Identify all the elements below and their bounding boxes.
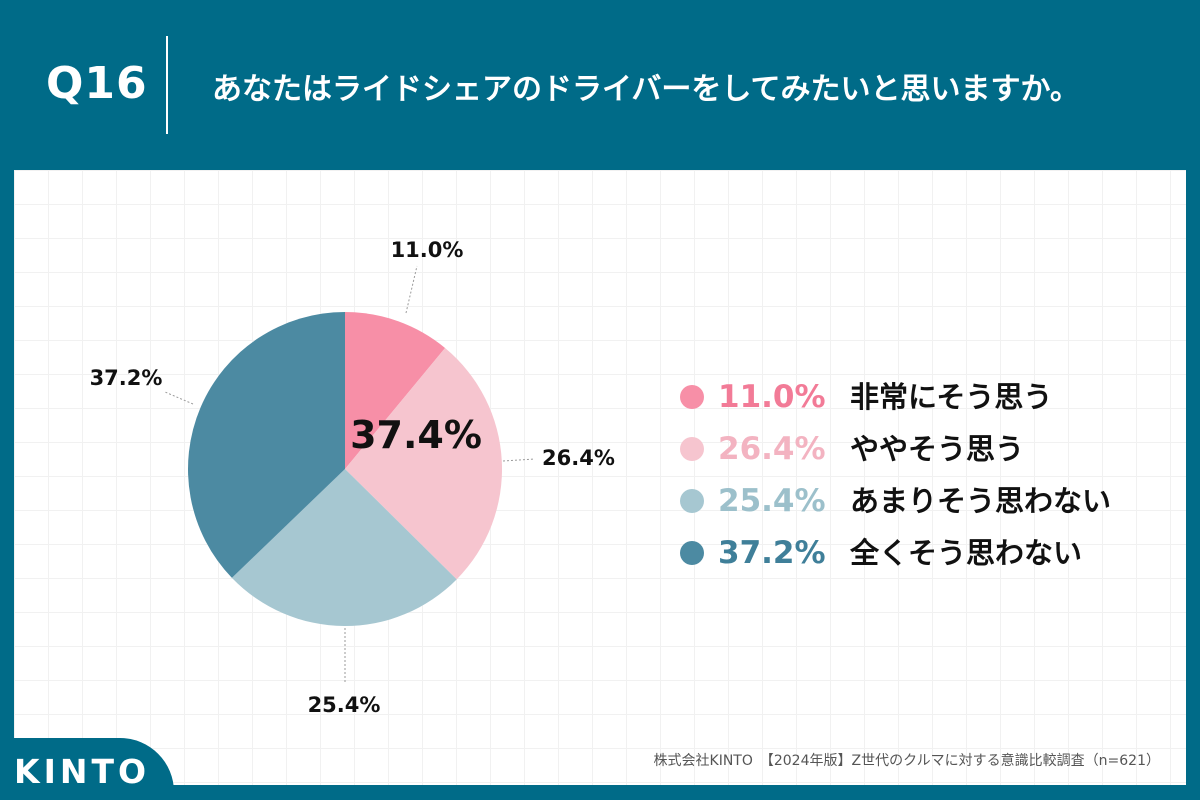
question-number: Q16 bbox=[46, 58, 148, 109]
kinto-logo: KINTO bbox=[14, 752, 151, 791]
legend-item: 11.0% 非常にそう思う bbox=[680, 378, 1160, 430]
legend-label: あまりそう思わない bbox=[850, 484, 1112, 518]
slice-value-label: 37.2% bbox=[90, 366, 163, 390]
logo-tab bbox=[0, 738, 174, 800]
legend-item: 26.4% ややそう思う bbox=[680, 430, 1160, 482]
legend-label: ややそう思う bbox=[850, 432, 1025, 466]
pie-slice bbox=[345, 312, 446, 469]
legend-percent: 11.0% bbox=[718, 379, 826, 415]
legend-dot bbox=[680, 489, 704, 513]
legend-percent: 25.4% bbox=[718, 483, 826, 519]
pie-slice bbox=[231, 469, 457, 627]
source-note: 株式会社KINTO 【2024年版】Z世代のクルマに対する意識比較調査（n=62… bbox=[653, 753, 1160, 769]
leader-line bbox=[164, 391, 194, 405]
leader-line bbox=[405, 265, 418, 314]
pie-slice bbox=[188, 312, 345, 578]
legend-dot bbox=[680, 385, 704, 409]
pie-center-label: 37.4% bbox=[350, 413, 482, 457]
legend-percent: 26.4% bbox=[718, 431, 826, 467]
leader-line bbox=[502, 458, 535, 462]
legend-percent: 37.2% bbox=[718, 535, 826, 571]
slice-value-label: 11.0% bbox=[391, 238, 464, 262]
legend-label: 非常にそう思う bbox=[850, 380, 1053, 414]
legend-item: 37.2% 全くそう思わない bbox=[680, 534, 1160, 586]
legend-dot bbox=[680, 437, 704, 461]
legend-dot bbox=[680, 541, 704, 565]
legend-item: 25.4% あまりそう思わない bbox=[680, 482, 1160, 534]
legend-label: 全くそう思わない bbox=[850, 536, 1083, 570]
question-title: あなたはライドシェアのドライバーをしてみたいと思いますか。 bbox=[212, 72, 1080, 107]
pie-slice bbox=[345, 348, 503, 580]
header-bar: Q16 あなたはライドシェアのドライバーをしてみたいと思いますか。 bbox=[0, 0, 1200, 170]
header-divider bbox=[166, 36, 168, 134]
slice-value-label: 26.4% bbox=[542, 446, 615, 470]
legend: 11.0% 非常にそう思う 26.4% ややそう思う 25.4% あまりそう思わ… bbox=[680, 378, 1160, 586]
slice-value-label: 25.4% bbox=[308, 693, 381, 717]
